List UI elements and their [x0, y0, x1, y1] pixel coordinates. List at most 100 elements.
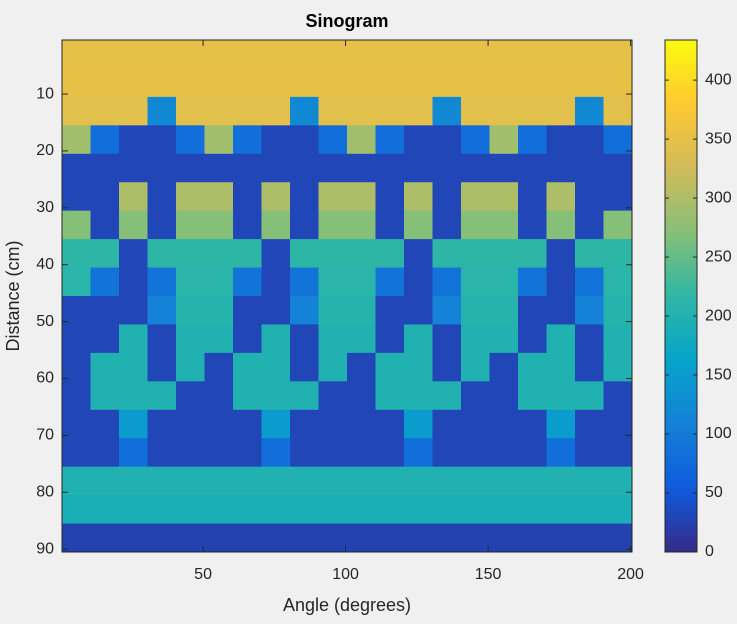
heatmap-cell — [432, 296, 462, 325]
heatmap-cell — [375, 324, 405, 354]
heatmap-cell — [147, 466, 177, 496]
heatmap-cell — [261, 267, 291, 297]
heatmap-cell — [290, 125, 319, 155]
heatmap-cell — [176, 324, 205, 354]
heatmap-cell — [318, 40, 348, 69]
heatmap-cell — [147, 210, 177, 240]
heatmap-cell — [147, 153, 177, 183]
heatmap-cell — [176, 523, 205, 553]
heatmap-cell — [432, 466, 462, 496]
colorbar-segment — [665, 144, 697, 149]
heatmap-cell — [318, 296, 348, 325]
heatmap-cell — [432, 267, 462, 297]
heatmap-cell — [290, 352, 319, 382]
heatmap-cell — [90, 381, 120, 411]
heatmap-cell — [575, 438, 604, 468]
heatmap-cell — [546, 182, 576, 212]
colorbar-segment — [665, 176, 697, 181]
heatmap-cell — [603, 495, 633, 525]
heatmap-cell — [119, 438, 148, 468]
heatmap-cell — [575, 296, 604, 325]
colorbar-segment — [665, 336, 697, 341]
colorbar-segment — [665, 356, 697, 361]
heatmap-cell — [489, 438, 519, 468]
heatmap-cell — [290, 409, 319, 439]
heatmap-cell — [603, 68, 633, 98]
heatmap-cell — [603, 182, 633, 212]
heatmap-cell — [489, 40, 519, 69]
heatmap-cell — [176, 296, 205, 325]
colorbar-segment — [665, 328, 697, 333]
colorbar-segment — [665, 392, 697, 397]
heatmap-cell — [375, 495, 405, 525]
heatmap-cell — [603, 296, 633, 325]
heatmap-cell — [90, 40, 120, 69]
colorbar-segment — [665, 80, 697, 85]
colorbar-segment — [665, 296, 697, 301]
colorbar-segment — [665, 516, 697, 521]
heatmap-cell — [347, 68, 376, 98]
colorbar-segment — [665, 128, 697, 133]
heatmap-cell — [290, 182, 319, 212]
heatmap-cell — [233, 523, 262, 553]
colorbar-segment — [665, 312, 697, 317]
colorbar-segment — [665, 304, 697, 309]
colorbar-segment — [665, 308, 697, 313]
heatmap-cell — [233, 68, 262, 98]
heatmap-cell — [204, 523, 234, 553]
colorbar-segment — [665, 236, 697, 241]
colorbar-segment — [665, 180, 697, 185]
heatmap-cell — [347, 466, 376, 496]
colorbar-segment — [665, 72, 697, 77]
colorbar-segment — [665, 492, 697, 497]
colorbar-segment — [665, 300, 697, 305]
heatmap-cell — [575, 40, 604, 69]
heatmap-cell — [62, 267, 91, 297]
colorbar-segment — [665, 288, 697, 293]
colorbar-segment — [665, 372, 697, 377]
heatmap-cell — [62, 153, 91, 183]
heatmap-cell — [404, 296, 433, 325]
heatmap-cell — [432, 68, 462, 98]
colorbar-tick-label: 100 — [705, 425, 732, 442]
heatmap-cell — [261, 438, 291, 468]
heatmap-cell — [119, 267, 148, 297]
colorbar-segment — [665, 444, 697, 449]
heatmap-cell — [518, 438, 547, 468]
colorbar-segment — [665, 188, 697, 193]
heatmap-cell — [261, 466, 291, 496]
heatmap-cell — [404, 466, 433, 496]
heatmap-cell — [461, 96, 490, 126]
heatmap-cell — [518, 409, 547, 439]
heatmap-cell — [62, 352, 91, 382]
heatmap-cell — [404, 125, 433, 155]
colorbar-segment — [665, 48, 697, 53]
heatmap-cell — [90, 153, 120, 183]
heatmap-cell — [546, 409, 576, 439]
heatmap-cell — [404, 40, 433, 69]
colorbar-segment — [665, 136, 697, 141]
heatmap-cell — [147, 267, 177, 297]
colorbar-tick-label: 0 — [705, 543, 714, 560]
heatmap-cell — [603, 153, 633, 183]
colorbar-segment — [665, 88, 697, 93]
heatmap-cell — [546, 324, 576, 354]
colorbar-segment — [665, 44, 697, 49]
heatmap-cell — [90, 466, 120, 496]
heatmap-cell — [461, 296, 490, 325]
heatmap-cell — [119, 381, 148, 411]
heatmap-cell — [603, 352, 633, 382]
heatmap-cell — [432, 381, 462, 411]
heatmap-cell — [318, 438, 348, 468]
heatmap-cell — [90, 96, 120, 126]
heatmap-cell — [375, 68, 405, 98]
heatmap-cell — [375, 438, 405, 468]
heatmap-cell — [546, 523, 576, 553]
heatmap-cell — [347, 324, 376, 354]
heatmap-cell — [147, 125, 177, 155]
heatmap-cell — [318, 409, 348, 439]
heatmap-cell — [119, 466, 148, 496]
heatmap-cell — [404, 239, 433, 269]
colorbar-segment — [665, 460, 697, 465]
